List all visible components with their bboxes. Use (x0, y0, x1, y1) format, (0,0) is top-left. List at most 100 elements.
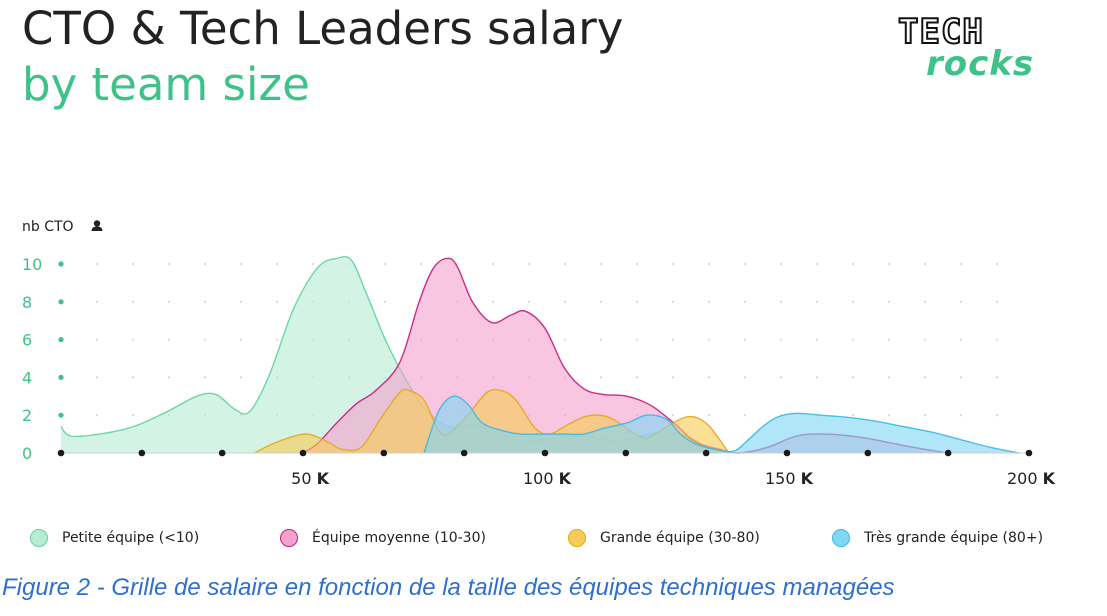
x-axis-dot (944, 449, 952, 457)
chart-subtitle: by team size (22, 58, 310, 111)
grid-dot (167, 262, 171, 266)
grid-dot (599, 376, 603, 379)
grid-dot (239, 338, 243, 341)
techrocks-logo: TECH rocks (897, 12, 1035, 90)
x-axis-dot (57, 449, 65, 457)
grid-dot (815, 300, 819, 303)
legend-label: Petite équipe (<10) (62, 530, 200, 546)
legend-label: Grande équipe (30-80) (600, 530, 760, 546)
grid-dot (311, 262, 315, 266)
grid-dot (95, 338, 99, 341)
grid-dot (995, 414, 999, 417)
grid-dot (959, 376, 963, 379)
y-tick-dot (58, 261, 64, 267)
grid-dot (131, 376, 135, 379)
grid-dot (851, 414, 855, 417)
grid-dot (707, 376, 711, 379)
grid-dot (671, 414, 675, 417)
y-tick-label: 4 (22, 368, 32, 387)
x-tick-label: 150 K (765, 469, 814, 488)
grid-dot (563, 300, 567, 303)
grid-dot (887, 300, 891, 303)
x-tick-number: 200 (1007, 469, 1043, 488)
grid-dot (383, 262, 387, 266)
grid-dot (383, 300, 387, 303)
legend-item-moyenne: Équipe moyenne (10-30) (280, 529, 568, 547)
grid-dot (995, 376, 999, 379)
grid-dot (95, 262, 99, 266)
y-tick-dot (58, 374, 64, 380)
grid-dot (995, 338, 999, 341)
grid-dot (95, 376, 99, 379)
grid-dot (563, 338, 567, 341)
grid-dot (491, 300, 495, 303)
grid-dot (887, 338, 891, 341)
x-axis-dot (622, 449, 630, 457)
legend-item-grande: Grande équipe (30-80) (568, 529, 832, 547)
grid-dot (599, 300, 603, 303)
grid-dot (527, 262, 531, 266)
y-tick-label: 8 (22, 293, 32, 312)
grid-dot (887, 262, 891, 266)
x-axis-dot (702, 449, 710, 457)
figure-caption: Figure 2 - Grille de salaire en fonction… (2, 574, 895, 601)
grid-dot (419, 262, 423, 266)
grid-dot (995, 300, 999, 303)
grid-dot (959, 262, 963, 266)
grid-dot (851, 300, 855, 303)
grid-dot (671, 338, 675, 341)
x-axis-dot (460, 449, 468, 457)
grid-dot (743, 300, 747, 303)
x-tick-number: 150 (765, 469, 801, 488)
x-axis-dot (218, 449, 226, 457)
grid-dot (131, 262, 135, 266)
grid-dot (671, 300, 675, 303)
grid-dot (167, 376, 171, 379)
y-tick-label: 10 (22, 255, 42, 274)
grid-dot (131, 338, 135, 341)
grid-dot (635, 376, 639, 379)
grid-dot (131, 414, 135, 417)
logo-line-1: TECH (897, 12, 984, 52)
grid-dot (779, 376, 783, 379)
x-axis-dot (783, 449, 791, 457)
x-tick-label: 100 K (523, 469, 572, 488)
grid-dot (959, 300, 963, 303)
grid-dot (599, 338, 603, 341)
grid-dot (851, 262, 855, 266)
grid-dot (275, 338, 279, 341)
grid-dot (887, 414, 891, 417)
grid-dot (707, 414, 711, 417)
legend-item-petite: Petite équipe (<10) (30, 529, 280, 547)
grid-dot (995, 262, 999, 266)
y-tick-dot (58, 412, 64, 418)
x-axis-dot (541, 449, 549, 457)
y-tick-label: 6 (22, 331, 32, 350)
legend-swatch-grande (568, 529, 586, 547)
grid-dot (923, 300, 927, 303)
grid-dot (707, 300, 711, 303)
x-tick-unit: K (1043, 469, 1056, 488)
legend-label: Très grande équipe (80+) (864, 530, 1044, 546)
grid-dot (815, 262, 819, 266)
grid-dot (851, 376, 855, 379)
legend-item-tres: Très grande équipe (80+) (832, 529, 1043, 547)
y-tick-dot (58, 299, 64, 305)
grid-dot (167, 300, 171, 303)
x-axis-dot (380, 449, 388, 457)
logo-line-2: rocks (926, 44, 1035, 84)
series-line-tres (423, 395, 1020, 454)
grid-dot (239, 262, 243, 266)
grid-dot (959, 414, 963, 417)
chart-legend: Petite équipe (<10) Équipe moyenne (10-3… (30, 523, 1090, 553)
grid-dot (923, 338, 927, 341)
chart-areas (60, 256, 1020, 454)
grid-dot (275, 262, 279, 266)
grid-dot (239, 376, 243, 379)
grid-dot (707, 338, 711, 341)
grid-dot (203, 376, 207, 379)
y-tick-dot (58, 337, 64, 343)
x-tick-unit: K (317, 469, 330, 488)
